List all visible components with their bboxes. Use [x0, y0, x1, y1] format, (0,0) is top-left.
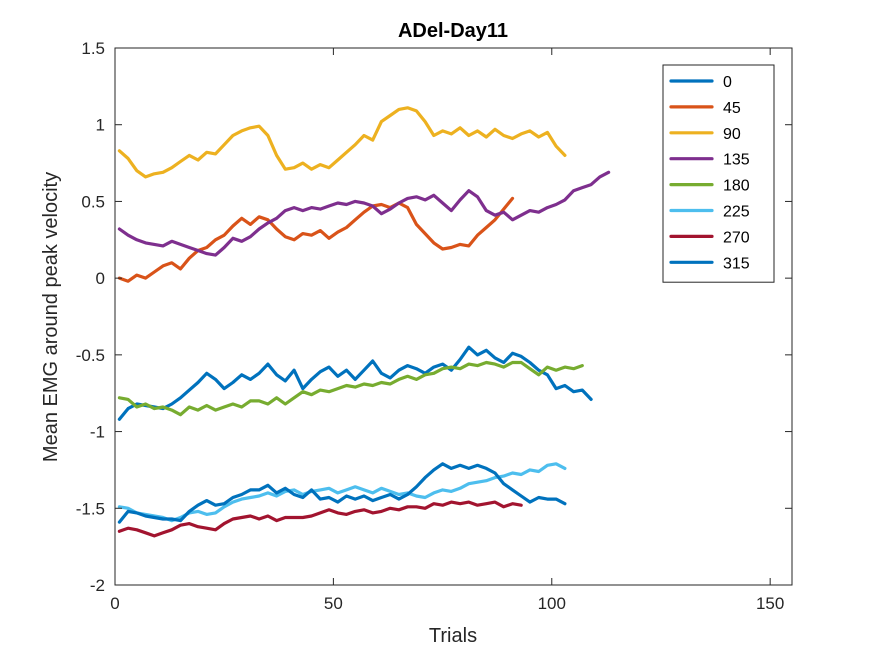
legend-label-180: 180 [723, 178, 750, 195]
y-tick-label: 0 [96, 269, 105, 288]
y-tick-label: 1 [96, 116, 105, 135]
y-tick-label: 1.5 [81, 39, 105, 58]
chart-title: ADel-Day11 [398, 20, 508, 42]
x-tick-label: 150 [756, 594, 784, 613]
y-tick-label: 0.5 [81, 192, 105, 211]
series-line-0 [117, 345, 593, 421]
y-tick-label: -1 [90, 423, 105, 442]
legend-label-225: 225 [723, 204, 750, 221]
legend-box [662, 64, 775, 283]
series-layer [117, 106, 611, 538]
series-line-45 [117, 196, 515, 283]
y-tick-label: -1.5 [76, 499, 105, 518]
legend-label-90: 90 [723, 126, 741, 143]
legend-label-45: 45 [723, 100, 741, 117]
x-tick-label: 100 [538, 594, 566, 613]
legend-label-0: 0 [723, 74, 732, 91]
axes-box [114, 47, 793, 586]
legend-label-315: 315 [723, 255, 750, 272]
x-tick-label: 50 [324, 594, 343, 613]
series-line-135 [117, 170, 611, 257]
series-line-180 [117, 360, 584, 417]
y-tick-label: -0.5 [76, 346, 105, 365]
legend-label-135: 135 [723, 152, 750, 169]
legend: 0 45 90 135 180 225 270 315 [662, 64, 775, 283]
series-line-225 [117, 462, 567, 523]
x-axis-label: Trials [429, 625, 477, 647]
series-line-270 [117, 500, 523, 538]
axes-layer: 0 50 100 150 -2 -1.5 -1 -0.5 0 0.5 1 1.5 [76, 39, 793, 613]
series-line-90 [117, 106, 567, 179]
y-tick-label: -2 [90, 576, 105, 595]
legend-label-270: 270 [723, 229, 750, 246]
y-axis-label: Mean EMG around peak velocity [40, 172, 62, 462]
series-line-315 [117, 462, 567, 524]
x-tick-label: 0 [110, 594, 119, 613]
